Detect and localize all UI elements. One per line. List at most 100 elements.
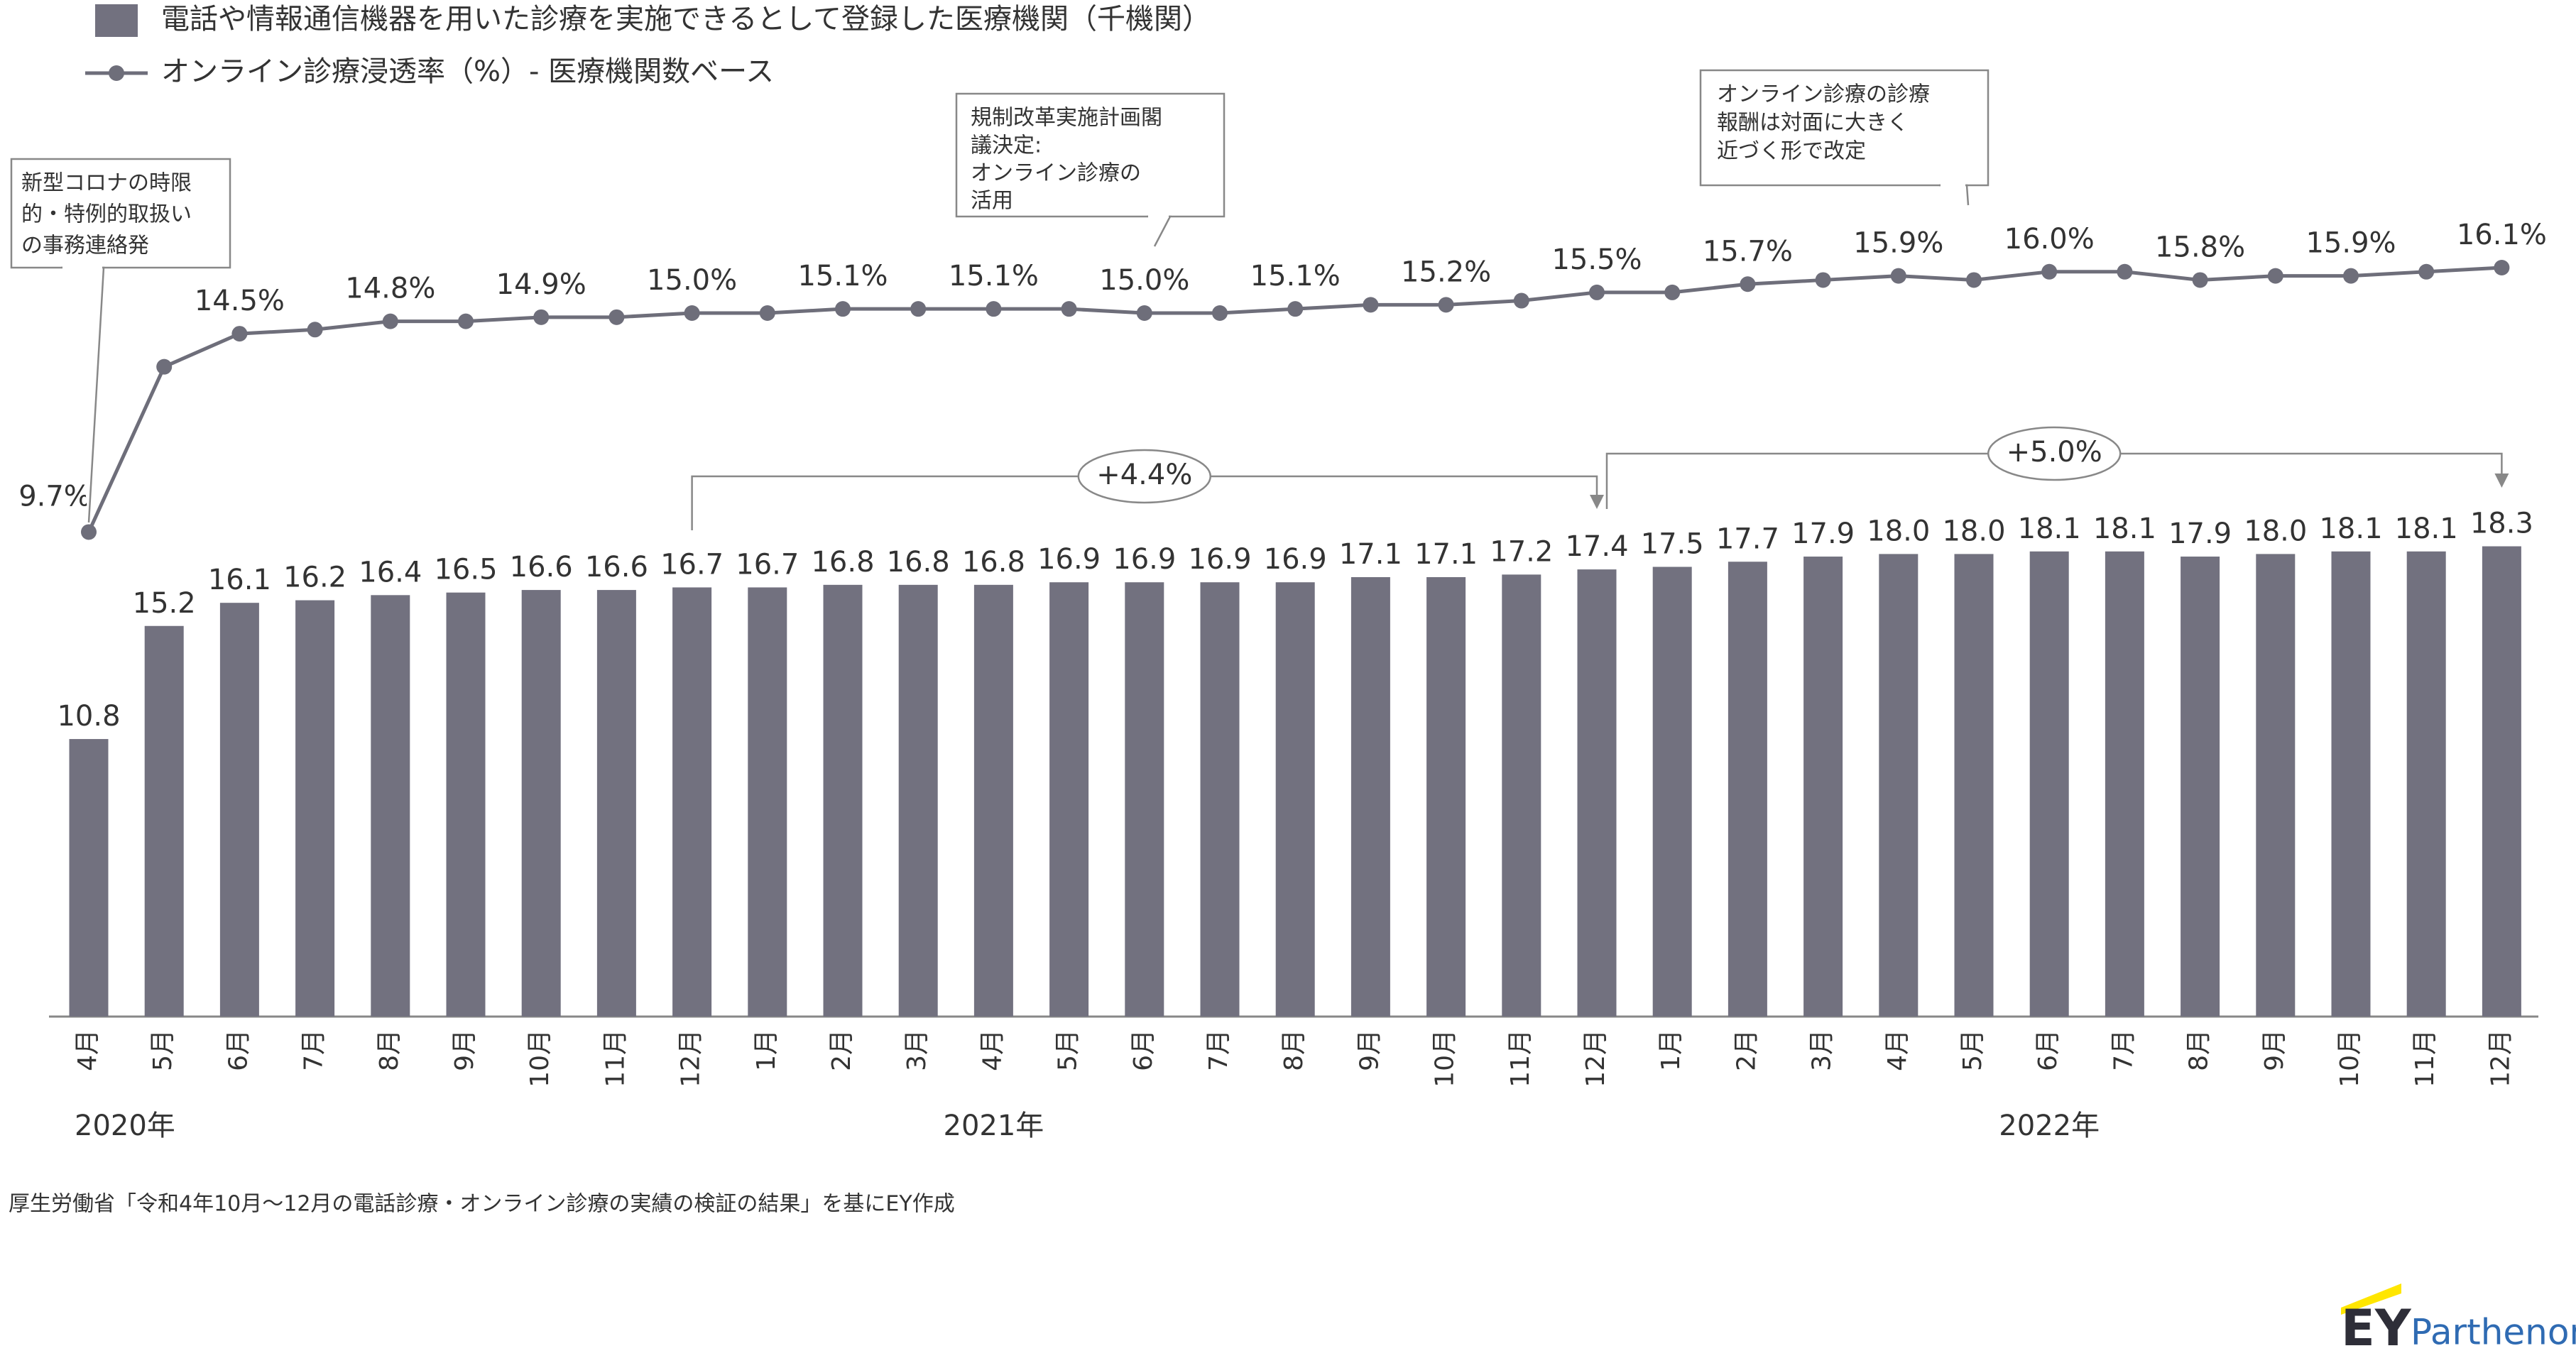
callout-text: オンライン診療の	[971, 161, 1141, 186]
bar-value-label: 16.7	[660, 548, 724, 581]
bar	[2256, 554, 2296, 1017]
year-label: 2021年	[944, 1110, 1044, 1142]
x-tick-label: 5月	[1054, 1029, 1083, 1071]
bar	[1879, 554, 1919, 1017]
bar-value-label: 16.9	[1037, 543, 1101, 576]
line-marker	[231, 326, 248, 342]
bar-value-label: 17.4	[1565, 530, 1628, 563]
bar	[2331, 551, 2371, 1017]
bar	[2181, 557, 2220, 1017]
bar-value-label: 18.0	[2244, 515, 2307, 547]
bar	[748, 587, 787, 1017]
x-tick-label: 6月	[1129, 1029, 1158, 1071]
line-marker	[382, 313, 398, 329]
line-marker	[1438, 297, 1454, 313]
x-tick-label: 12月	[1581, 1029, 1610, 1088]
line-marker	[684, 305, 700, 321]
bar	[2029, 551, 2069, 1017]
bar-value-label: 17.9	[2168, 518, 2232, 550]
legend-label: 電話や情報通信機器を用いた診療を実施できるとして登録した医療機関（千機関）	[161, 3, 1211, 35]
bracket-arrow	[1590, 495, 1604, 509]
line-value-label: 15.7%	[1703, 235, 1793, 268]
legend-swatch-bar	[95, 4, 138, 37]
bar	[2406, 551, 2446, 1017]
bar-value-label: 16.4	[359, 556, 422, 589]
line-marker	[2343, 268, 2359, 284]
logo-text: Parthenon	[2411, 1312, 2576, 1353]
line-value-label: 14.5%	[195, 285, 285, 317]
bar	[2482, 546, 2521, 1017]
bar	[973, 584, 1013, 1017]
line-marker	[910, 301, 927, 317]
bar-value-label: 17.2	[1490, 535, 1553, 568]
bar-value-label: 16.2	[283, 562, 346, 594]
logo-mark: EY	[2341, 1299, 2412, 1357]
bracket-badge	[1077, 449, 1212, 504]
line-marker	[1815, 272, 1831, 288]
bar-value-label: 18.0	[1942, 515, 2005, 547]
line-value-label: 9.7%	[18, 480, 91, 513]
x-tick-label: 4月	[978, 1029, 1007, 1071]
callout-box	[10, 158, 231, 269]
line-value-label: 15.0%	[1099, 264, 1189, 297]
line-value-label: 16.1%	[2457, 219, 2547, 251]
x-tick-label: 11月	[601, 1029, 630, 1088]
line-value-label: 15.1%	[1250, 260, 1341, 292]
x-tick-label: 3月	[1808, 1029, 1837, 1071]
callout-text: オンライン診療の診療	[1717, 82, 1930, 107]
bar-value-label: 18.0	[1867, 515, 1930, 547]
line-marker	[1740, 276, 1756, 292]
logo-slash	[2341, 1283, 2401, 1315]
x-tick-label: 9月	[1355, 1029, 1384, 1071]
callout-text: 近づく形で改定	[1717, 139, 1866, 164]
bar-value-label: 15.2	[133, 587, 196, 620]
line-marker	[2418, 263, 2435, 280]
bar-value-label: 16.8	[887, 546, 950, 579]
line-marker	[458, 313, 474, 329]
bar	[219, 603, 259, 1017]
year-label: 2022年	[1999, 1110, 2100, 1142]
x-tick-label: 9月	[450, 1029, 479, 1071]
bar	[144, 625, 184, 1017]
legend-label: オンライン診療浸透率（%）- 医療機関数ベース	[161, 55, 774, 88]
line-value-label: 14.9%	[496, 268, 586, 301]
line-marker	[1664, 284, 1681, 300]
bar-value-label: 16.1	[208, 564, 271, 596]
bar	[823, 584, 863, 1017]
line-marker	[1212, 305, 1228, 321]
line-marker	[2041, 263, 2058, 280]
x-tick-label: 12月	[677, 1029, 706, 1088]
line-marker	[2494, 259, 2510, 275]
x-tick-label: 10月	[525, 1029, 555, 1088]
line-marker	[986, 301, 1002, 317]
bar	[672, 587, 712, 1017]
line-marker	[1363, 297, 1379, 313]
x-tick-label: 3月	[902, 1029, 932, 1071]
bracket-arrow	[2494, 474, 2509, 488]
x-tick-label: 6月	[2034, 1029, 2063, 1071]
bar	[371, 595, 410, 1017]
line-marker	[156, 358, 173, 375]
callout-text: 的・特例的取扱い	[21, 202, 192, 227]
bar	[1200, 582, 1240, 1017]
callout-text: 議決定:	[971, 133, 1042, 158]
x-tick-label: 9月	[2260, 1029, 2289, 1071]
x-tick-label: 1月	[752, 1029, 781, 1071]
x-tick-label: 4月	[73, 1029, 102, 1071]
line-marker	[2117, 263, 2133, 280]
line-marker	[1136, 305, 1152, 321]
x-tick-label: 6月	[224, 1029, 253, 1071]
bar	[1954, 554, 1994, 1017]
line-marker	[1061, 301, 1077, 317]
line-value-label: 15.0%	[647, 264, 737, 297]
bar-value-label: 18.3	[2470, 508, 2533, 540]
x-tick-label: 4月	[1883, 1029, 1912, 1071]
line-value-label: 15.5%	[1551, 243, 1642, 276]
source-note: 厚生労働省「令和4年10月～12月の電話診療・オンライン診療の実績の検証の結果」…	[9, 1192, 955, 1217]
bar-value-label: 17.9	[1791, 518, 1855, 550]
bar	[1275, 582, 1315, 1017]
bar	[521, 590, 561, 1017]
bar-value-label: 18.1	[2319, 513, 2382, 545]
